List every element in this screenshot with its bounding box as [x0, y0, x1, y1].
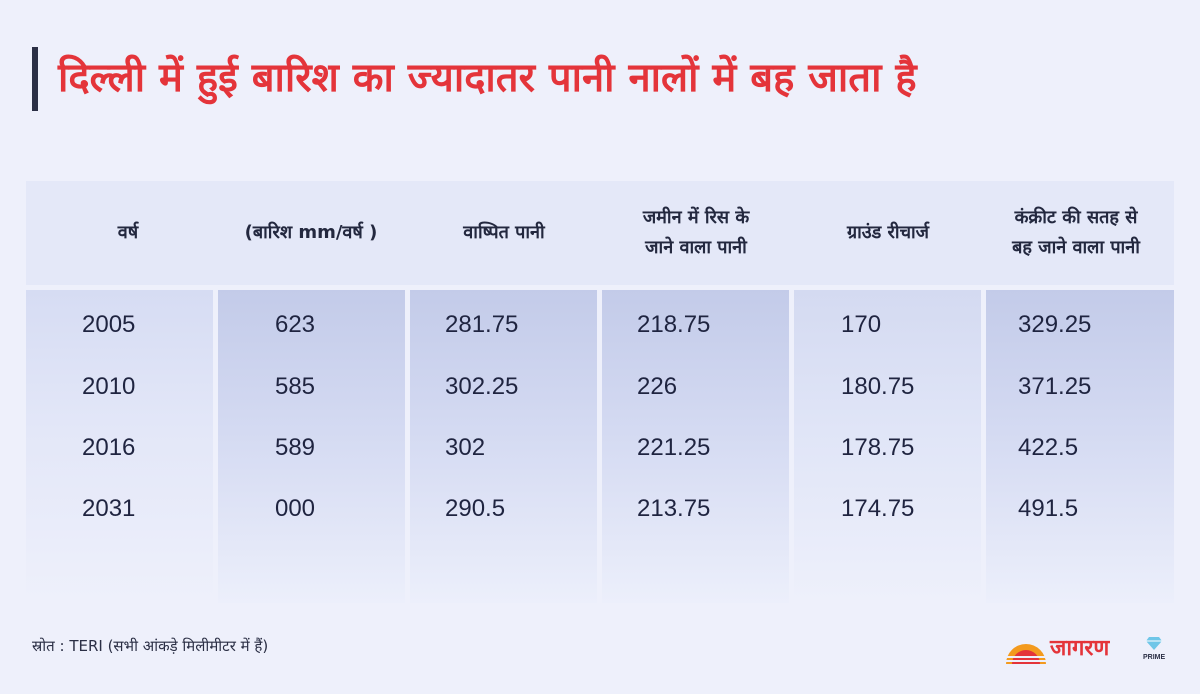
- table-header-row: वर्ष (बारिश mm/वर्ष ) वाष्पित पानी जमीन में…: [26, 181, 1174, 285]
- column-header-label: ग्राउंड रीचार्ज: [846, 222, 930, 243]
- table-cell: 000: [274, 495, 316, 522]
- column-header-label: वर्ष: [117, 222, 139, 243]
- table-cell: 180.75: [841, 373, 915, 400]
- column-header-4: ग्राउंड रीचार्ज: [788, 181, 988, 285]
- page-title: दिल्ली में हुई बारिश का ज्यादातर पानी ना…: [58, 55, 917, 101]
- logo-wordmark: जागरण: [1050, 636, 1110, 661]
- table-column-bg: [602, 290, 789, 603]
- table-cell: 2031: [82, 495, 136, 522]
- table-cell: 213.75: [637, 495, 711, 522]
- column-header-0: वर्ष: [28, 181, 228, 285]
- table-cell: 170: [841, 311, 882, 338]
- table-column-bg: [26, 290, 213, 603]
- column-header-label: कंक्रीट की सतह से बह जाने वाला पानी: [1012, 207, 1140, 258]
- table-cell: 585: [274, 373, 316, 400]
- table-column-bg: [218, 290, 405, 603]
- table-cell: 371.25: [1018, 373, 1092, 400]
- diamond-icon: [1146, 637, 1162, 650]
- table-cell: 281.75: [445, 311, 519, 338]
- table-cell: 178.75: [841, 434, 915, 461]
- table-cell: 226: [637, 373, 678, 400]
- column-header-3: जमीन में रिस के जाने वाला पानी: [596, 181, 796, 285]
- table-cell: 290.5: [445, 495, 506, 522]
- column-header-2: वाष्पित पानी: [404, 181, 604, 285]
- table-column-bg: [410, 290, 597, 603]
- table-cell: 174.75: [841, 495, 915, 522]
- table-cell: 329.25: [1018, 311, 1092, 338]
- sun-icon: [1003, 644, 1049, 664]
- table-cell: 623: [274, 311, 316, 338]
- table-cell: 221.25: [637, 434, 711, 461]
- column-header-label: (बारिश mm/वर्ष ): [244, 222, 378, 243]
- source-note: स्रोत : TERI (सभी आंकड़े मिलीमीटर में है…: [32, 637, 269, 655]
- table-column-bg: [794, 290, 981, 603]
- table-cell: 422.5: [1018, 434, 1079, 461]
- table-cell: 2005: [82, 311, 136, 338]
- table-cell: 589: [274, 434, 316, 461]
- logo-prime-badge: PRIME: [1143, 654, 1166, 661]
- table-column-bg: [986, 290, 1174, 603]
- column-header-5: कंक्रीट की सतह से बह जाने वाला पानी: [976, 181, 1176, 285]
- data-table: वर्ष (बारिश mm/वर्ष ) वाष्पित पानी जमीन में…: [26, 181, 1174, 603]
- table-cell: 218.75: [637, 311, 711, 338]
- column-header-label: जमीन में रिस के जाने वाला पानी: [642, 207, 750, 258]
- table-cell: 302.25: [445, 373, 519, 400]
- column-header-label: वाष्पित पानी: [463, 222, 545, 243]
- table-cell: 302: [445, 434, 486, 461]
- column-header-1: (बारिश mm/वर्ष ): [211, 181, 411, 285]
- title-accent-bar: [32, 47, 38, 111]
- jagran-logo: जागरण PRIME: [1003, 628, 1173, 668]
- table-cell: 491.5: [1018, 495, 1079, 522]
- table-cell: 2016: [82, 434, 136, 461]
- table-cell: 2010: [82, 373, 136, 400]
